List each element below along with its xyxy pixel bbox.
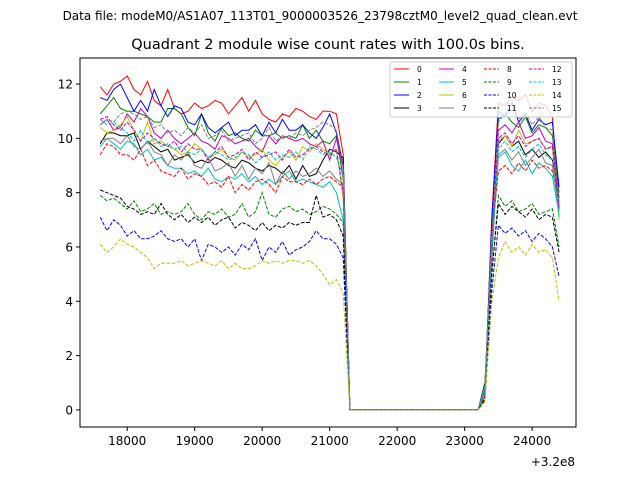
legend-entry-6: 6: [439, 91, 467, 100]
legend-entry-15: 15: [529, 104, 562, 113]
y-tick-label: 4: [65, 295, 73, 309]
x-tick-label: 22000: [378, 434, 416, 448]
legend-label: 4: [462, 65, 467, 74]
legend-entry-10: 10: [484, 91, 517, 100]
legend-entry-3: 3: [394, 104, 422, 113]
series-line-14: [99, 238, 560, 411]
legend-entry-0: 0: [394, 65, 422, 74]
series-line-3: [99, 132, 560, 411]
legend-label: 7: [462, 104, 467, 113]
x-tick-label: 23000: [446, 434, 484, 448]
series-line-10: [99, 216, 560, 411]
y-tick-label: 6: [65, 240, 73, 254]
axis-ticks: 18000 19000 20000 21000 22000 23000 24000 0 2 4 6 8…: [58, 78, 552, 448]
legend-label: 15: [552, 104, 562, 113]
series-line-2: [100, 83, 560, 411]
legend-label: 5: [462, 78, 467, 87]
y-tick-label: 10: [58, 132, 73, 146]
legend-entry-9: 9: [484, 78, 512, 87]
legend-entry-8: 8: [484, 65, 512, 74]
legend-label: 14: [552, 91, 562, 100]
legend-label: 12: [552, 65, 562, 74]
series-line-5: [99, 137, 560, 411]
legend-entry-14: 14: [529, 91, 562, 100]
x-offset-label: +3.2e8: [531, 455, 575, 469]
legend-entry-4: 4: [439, 65, 467, 74]
x-tick-label: 20000: [243, 434, 281, 448]
suptitle: Data file: modeM0/AS1A07_113T01_90000035…: [63, 9, 578, 23]
series-line-13: [99, 119, 560, 411]
legend-entry-2: 2: [394, 91, 422, 100]
legend-label: 13: [552, 78, 562, 87]
legend-entry-13: 13: [529, 78, 562, 87]
series-line-4: [99, 107, 560, 411]
legend-entry-12: 12: [529, 65, 562, 74]
legend-label: 0: [417, 65, 422, 74]
legend-entry-7: 7: [439, 104, 467, 113]
y-tick-label: 12: [58, 78, 73, 92]
legend-label: 3: [417, 104, 422, 113]
legend-entry-11: 11: [484, 104, 517, 113]
x-tick-label: 24000: [513, 434, 551, 448]
plot-lines: [99, 75, 560, 411]
legend-label: 6: [462, 91, 467, 100]
x-tick-label: 18000: [108, 434, 146, 448]
legend-label: 10: [507, 91, 517, 100]
series-line-11: [100, 189, 560, 411]
series-line-0: [99, 75, 560, 411]
axes-frame: [79, 57, 577, 428]
legend-label: 9: [507, 78, 512, 87]
legend-label: 11: [507, 104, 517, 113]
chart-title: Quadrant 2 module wise count rates with …: [131, 37, 525, 53]
legend-label: 2: [417, 91, 422, 100]
legend-entry-5: 5: [439, 78, 467, 87]
x-tick-label: 19000: [176, 434, 214, 448]
series-line-8: [99, 143, 560, 411]
legend-entry-1: 1: [394, 78, 422, 87]
y-tick-label: 8: [65, 186, 73, 200]
legend-box: [389, 61, 573, 118]
x-tick-label: 21000: [311, 434, 349, 448]
y-tick-label: 2: [65, 349, 73, 363]
legend-label: 8: [507, 65, 512, 74]
series-line-12: [100, 115, 560, 411]
legend-label: 1: [417, 78, 422, 87]
y-tick-label: 0: [65, 403, 73, 417]
series-line-15: [99, 99, 560, 411]
